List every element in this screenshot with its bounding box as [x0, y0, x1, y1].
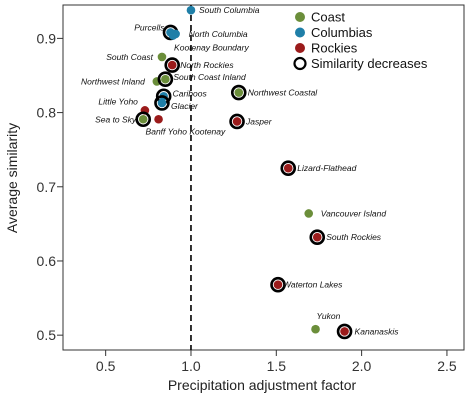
x-tick-label: 0.5 — [96, 358, 116, 374]
legend-label-rockies: Rockies — [311, 41, 358, 56]
label-kananaskis: Kananaskis — [355, 326, 400, 336]
point-north-rockies — [167, 60, 177, 70]
point-kootenay-boundary — [168, 31, 178, 40]
ring-glacier — [154, 95, 170, 111]
legend-marker-similarity-decreases — [293, 56, 307, 71]
point-glacier — [157, 98, 167, 108]
point-lizard-flathead — [283, 163, 293, 173]
label-glacier: Glacier — [171, 101, 199, 111]
label-northwest-coastal: Northwest Coastal — [248, 88, 319, 98]
legend-label-similarity-decreases: Similarity decreases — [311, 56, 428, 71]
label-south-coast-inland: South Coast Inland — [173, 72, 246, 82]
legend-marker-coast — [295, 12, 305, 22]
label-north-columbia: North Columbia — [189, 29, 248, 39]
label-kootenay-boundary: Kootenay Boundary — [174, 42, 249, 52]
point-yukon — [311, 324, 320, 334]
point-northwest-coastal — [234, 88, 244, 97]
ring-northwest-coastal — [230, 84, 247, 101]
label-lizard-flathead: Lizard-Flathead — [297, 163, 356, 173]
ring-sea-to-sky — [135, 111, 151, 128]
ring-waterton-lakes — [270, 276, 286, 293]
ring-south-rockies — [309, 229, 326, 246]
label-purcells: Purcells — [134, 22, 165, 32]
label-jasper: Jasper — [245, 116, 273, 126]
legend-marker-columbias — [295, 27, 305, 38]
label-south-coast: South Coast — [106, 52, 153, 62]
axes: 0.5 1.0 1.5 2.0 2.5 0.5 0.6 0.7 0.8 0.9 — [37, 30, 457, 374]
label-banff-yoho-kootenay: Banff Yoho Kootenay — [146, 126, 226, 136]
y-tick-label: 0.8 — [37, 105, 57, 121]
point-south-columbia — [186, 5, 196, 15]
point-vancouver-island — [304, 209, 314, 218]
ring-jasper — [229, 113, 245, 130]
data-points — [135, 5, 353, 340]
ring-kananaskis — [336, 323, 353, 340]
label-yukon: Yukon — [317, 311, 341, 321]
plot-frame — [62, 4, 465, 351]
ring-south-coast-inland — [157, 71, 174, 87]
point-south-coast-inland — [161, 74, 170, 84]
point-south-rockies — [312, 232, 322, 242]
label-sea-to-sky: Sea to Sky — [95, 114, 137, 124]
y-tick-label: 0.7 — [37, 179, 57, 195]
x-tick-label: 2.0 — [352, 358, 372, 374]
y-tick-label: 0.5 — [37, 327, 57, 343]
x-tick-label: 1.5 — [267, 358, 287, 374]
label-south-rockies: South Rockies — [326, 232, 382, 242]
label-northwest-inland: Northwest Inland — [81, 76, 145, 86]
point-south-coast — [157, 52, 167, 62]
point-waterton-lakes — [273, 280, 283, 290]
point-jasper — [232, 117, 242, 126]
x-tick-label: 1.0 — [181, 358, 201, 374]
point-labels: South Columbia Purcells North Columbia Koot… — [81, 5, 399, 336]
y-tick-label: 0.9 — [37, 30, 57, 46]
ring-lizard-flathead — [280, 160, 297, 177]
point-banff-yoho-kootenay — [154, 114, 163, 124]
legend-label-coast: Coast — [311, 10, 345, 25]
label-south-columbia: South Columbia — [199, 5, 260, 15]
label-cariboos: Cariboos — [173, 88, 208, 98]
x-axis-title: Precipitation adjustment factor — [168, 377, 357, 393]
x-tick-label: 2.5 — [437, 358, 457, 374]
label-north-rockies: North Rockies — [180, 60, 234, 70]
point-sea-to-sky — [138, 114, 148, 124]
legend-label-columbias: Columbias — [311, 25, 373, 40]
label-little-yoho: Little Yoho — [98, 96, 138, 106]
label-vancouver-island: Vancouver Island — [321, 208, 387, 218]
y-tick-label: 0.6 — [37, 253, 57, 269]
y-axis-title: Average similarity — [4, 123, 20, 233]
ring-north-rockies — [164, 57, 181, 73]
label-waterton-lakes: Waterton Lakes — [283, 280, 343, 290]
legend-marker-rockies — [295, 43, 305, 53]
point-kananaskis — [340, 327, 349, 336]
